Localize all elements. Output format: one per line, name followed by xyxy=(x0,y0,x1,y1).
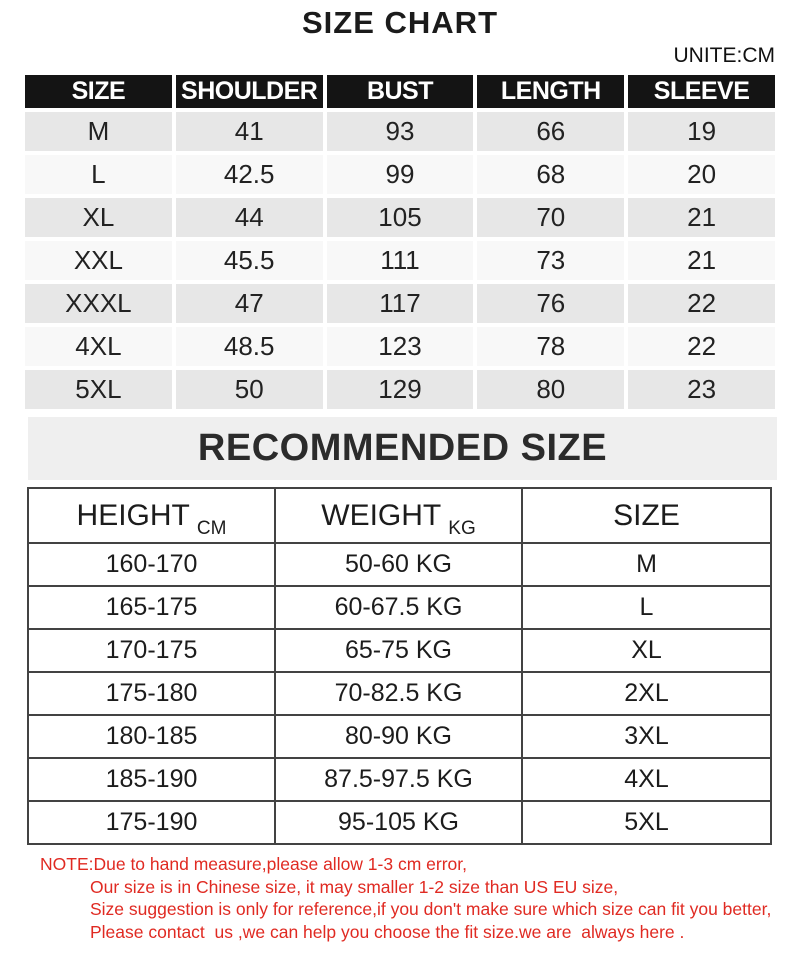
recommend-table-row: 185-190 87.5-97.5 KG 4XL xyxy=(29,757,770,800)
recommend-table-row: 180-185 80-90 KG 3XL xyxy=(29,714,770,757)
size-table-cell: 93 xyxy=(326,112,474,151)
recommend-table-cell: 4XL xyxy=(624,765,669,793)
size-table-header-cell: SIZE xyxy=(25,75,172,108)
recommend-table-cell: 2XL xyxy=(624,679,669,707)
size-table-cell: L xyxy=(25,155,172,194)
recommend-table-header-cell: WEIGHT KG xyxy=(276,489,523,542)
size-table-cell: 123 xyxy=(326,327,474,366)
recommend-table-cell: 175-190 xyxy=(29,802,276,843)
size-table-cell: 41 xyxy=(175,112,323,151)
size-table-cell: 4XL xyxy=(25,327,172,366)
note-line: Size suggestion is only for reference,if… xyxy=(90,899,772,919)
size-table-cell: XXXL xyxy=(25,284,172,323)
recommend-table-cell: 185-190 xyxy=(29,759,276,800)
size-table-cell: 73 xyxy=(477,241,625,280)
size-table-cell: 70 xyxy=(477,198,625,237)
size-table-header-row: SIZE SHOULDER BUST LENGTH SLEEVE xyxy=(25,75,775,108)
recommend-header-unit: KG xyxy=(448,518,476,539)
recommend-table-cell: 65-75 KG xyxy=(276,630,523,671)
size-table-row: L 42.5 99 68 20 xyxy=(25,155,775,194)
size-table-cell: 66 xyxy=(477,112,625,151)
size-table-cell: XL xyxy=(25,198,172,237)
size-table-cell: M xyxy=(25,112,172,151)
recommend-table-row: 160-170 50-60 KG M xyxy=(29,542,770,585)
recommend-table-cell: 95-105 KG xyxy=(276,802,523,843)
recommend-table-row: 175-190 95-105 KG 5XL xyxy=(29,800,770,843)
recommend-table-row: 165-175 60-67.5 KG L xyxy=(29,585,770,628)
recommend-table-body: 160-170 50-60 KG M 165-175 60-67.5 KG L 170-17… xyxy=(29,542,770,843)
size-table-cell: 42.5 xyxy=(175,155,323,194)
recommended-size-title: RECOMMENDED SIZE xyxy=(28,417,777,480)
note-line: NOTE:Due to hand measure,please allow 1-… xyxy=(40,854,467,874)
size-table-cell: 117 xyxy=(326,284,474,323)
size-table-cell: 23 xyxy=(628,370,775,409)
recommend-table-header-row: HEIGHT CM WEIGHT KG SIZE xyxy=(29,489,770,542)
size-table-row: M 41 93 66 19 xyxy=(25,112,775,151)
size-table-cell: 76 xyxy=(477,284,625,323)
size-table-cell: 68 xyxy=(477,155,625,194)
recommend-table-header-cell: SIZE xyxy=(523,489,770,542)
size-table-cell: 44 xyxy=(175,198,323,237)
recommend-table-cell: 70-82.5 KG xyxy=(276,673,523,714)
recommend-table-row: 175-180 70-82.5 KG 2XL xyxy=(29,671,770,714)
recommend-header-unit: CM xyxy=(196,518,227,539)
size-table-cell: 21 xyxy=(628,241,775,280)
size-table-cell: 80 xyxy=(477,370,625,409)
size-table-row: 4XL 48.5 123 78 22 xyxy=(25,327,775,366)
recommend-header-label: SIZE xyxy=(613,499,680,532)
size-table-body: M 41 93 66 19 L 42.5 99 68 20 XL 44 105 70 21 XXL 45.5 11… xyxy=(25,112,775,409)
size-table-cell: 21 xyxy=(628,198,775,237)
recommend-table-cell: 160-170 xyxy=(29,544,276,585)
recommend-header-label: WEIGHT xyxy=(321,499,442,532)
unit-label: UNITE:CM xyxy=(673,44,776,67)
size-table-row: XXXL 47 117 76 22 xyxy=(25,284,775,323)
size-table-cell: 20 xyxy=(628,155,775,194)
recommend-table-cell: 175-180 xyxy=(29,673,276,714)
note-line: Our size is in Chinese size, it may smal… xyxy=(90,876,619,897)
note-line: Please contact us ,we can help you choos… xyxy=(90,921,685,942)
recommend-table-cell: 60-67.5 KG xyxy=(276,587,523,628)
size-table-cell: 111 xyxy=(326,241,474,280)
recommend-table-cell: 50-60 KG xyxy=(276,544,523,585)
size-table-row: XXL 45.5 111 73 21 xyxy=(25,241,775,280)
note-block: NOTE:Due to hand measure,please allow 1-… xyxy=(40,853,780,943)
recommend-table-cell: 80-90 KG xyxy=(276,716,523,757)
size-table-cell: 22 xyxy=(628,284,775,323)
size-table-cell: 5XL xyxy=(25,370,172,409)
recommend-table-cell: 3XL xyxy=(624,722,669,750)
size-table-cell: 50 xyxy=(175,370,323,409)
size-table-header-cell: BUST xyxy=(326,75,474,108)
size-table-cell: 45.5 xyxy=(175,241,323,280)
size-table-row: XL 44 105 70 21 xyxy=(25,198,775,237)
recommend-header-label: HEIGHT xyxy=(76,499,190,532)
recommend-table: HEIGHT CM WEIGHT KG SIZE 160-170 50-60 KG M 165… xyxy=(27,487,772,845)
size-table-cell: 99 xyxy=(326,155,474,194)
size-table-row: 5XL 50 129 80 23 xyxy=(25,370,775,409)
size-table-header-cell: LENGTH xyxy=(477,75,625,108)
recommend-table-cell: 170-175 xyxy=(29,630,276,671)
recommend-table-cell: 87.5-97.5 KG xyxy=(276,759,523,800)
size-table-cell: 78 xyxy=(477,327,625,366)
size-table-cell: 22 xyxy=(628,327,775,366)
page-title: SIZE CHART xyxy=(302,5,498,40)
size-table-cell: XXL xyxy=(25,241,172,280)
size-table-cell: 129 xyxy=(326,370,474,409)
recommend-table-cell: L xyxy=(639,593,654,621)
size-table-cell: 47 xyxy=(175,284,323,323)
size-table-cell: 19 xyxy=(628,112,775,151)
size-table: SIZE SHOULDER BUST LENGTH SLEEVE M 41 93 66 19 L 4… xyxy=(25,75,775,409)
size-table-header-cell: SHOULDER xyxy=(175,75,323,108)
size-table-header-cell: SLEEVE xyxy=(628,75,775,108)
recommend-table-header-cell: HEIGHT CM xyxy=(29,489,276,542)
recommend-table-cell: M xyxy=(636,550,657,578)
recommend-table-cell: 180-185 xyxy=(29,716,276,757)
recommend-table-cell: 165-175 xyxy=(29,587,276,628)
size-table-cell: 105 xyxy=(326,198,474,237)
recommend-table-cell: 5XL xyxy=(624,808,669,836)
recommend-table-cell: XL xyxy=(631,636,662,664)
recommend-table-row: 170-175 65-75 KG XL xyxy=(29,628,770,671)
size-table-cell: 48.5 xyxy=(175,327,323,366)
